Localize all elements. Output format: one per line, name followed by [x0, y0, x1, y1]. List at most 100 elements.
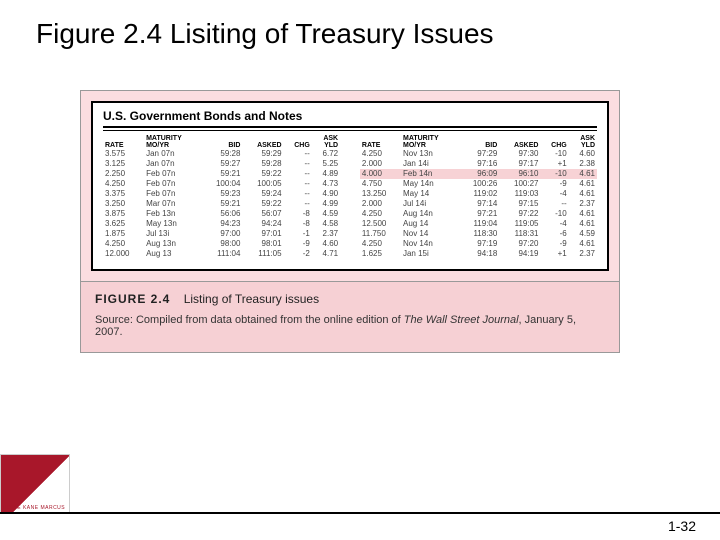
cell-bid: 94:23 [201, 219, 242, 229]
figure-block: U.S. Government Bonds and Notes RATE MAT… [80, 90, 620, 353]
cell-mo: Feb 14n [401, 169, 458, 179]
cell-mo: Aug 13 [144, 249, 201, 259]
table-row: 4.250Nov 14n97:1997:20-94.61 [360, 239, 597, 249]
cell-chg: -2 [284, 249, 312, 259]
col-maturity: MO/YR [144, 142, 201, 149]
cell-yld: 4.90 [312, 189, 340, 199]
cell-bid: 119:02 [458, 189, 499, 199]
cell-chg: -- [284, 199, 312, 209]
col-maturity-top: MATURITY [144, 135, 201, 142]
table-row: 2.000Jan 14i97:1697:17+12.38 [360, 159, 597, 169]
col-chg: CHG [540, 135, 568, 149]
cell-chg: -- [284, 149, 312, 159]
cell-bid: 59:28 [201, 149, 242, 159]
cell-bid: 59:27 [201, 159, 242, 169]
cell-rate: 2.250 [103, 169, 144, 179]
cell-mo: May 14n [401, 179, 458, 189]
publisher-logo-text: BODIE KANE MARCUS [3, 505, 65, 511]
caption-fig-title: Listing of Treasury issues [184, 292, 319, 306]
table-row: 3.125Jan 07n59:2759:28--5.25 [103, 159, 340, 169]
cell-yld: 4.61 [569, 169, 597, 179]
cell-asked: 97:20 [499, 239, 540, 249]
table-right-column: RATE MATURITY BID ASKED CHG ASK MO/YR YL… [360, 135, 597, 259]
cell-rate: 4.250 [103, 239, 144, 249]
cell-rate: 12.500 [360, 219, 401, 229]
cell-asked: 119:05 [499, 219, 540, 229]
cell-chg: -- [284, 179, 312, 189]
cell-asked: 96:10 [499, 169, 540, 179]
cell-asked: 97:17 [499, 159, 540, 169]
cell-bid: 97:29 [458, 149, 499, 159]
table-pink-frame: U.S. Government Bonds and Notes RATE MAT… [80, 90, 620, 282]
cell-rate: 4.250 [360, 239, 401, 249]
cell-rate: 4.250 [360, 209, 401, 219]
col-bid: BID [458, 135, 499, 149]
table-row: 12.000Aug 13111:04111:05-24.71 [103, 249, 340, 259]
cell-rate: 3.250 [103, 199, 144, 209]
cell-chg: +1 [540, 159, 568, 169]
data-table-right: RATE MATURITY BID ASKED CHG ASK MO/YR YL… [360, 135, 597, 259]
cell-mo: Jul 13i [144, 229, 201, 239]
caption-source-italic: The Wall Street Journal [404, 314, 519, 326]
cell-rate: 3.575 [103, 149, 144, 159]
cell-rate: 2.000 [360, 199, 401, 209]
cell-asked: 56:07 [242, 209, 283, 219]
table-row: 3.575Jan 07n59:2859:29--6.72 [103, 149, 340, 159]
table-row: 4.250Aug 14n97:2197:22-104.61 [360, 209, 597, 219]
cell-chg: -8 [284, 209, 312, 219]
cell-rate: 4.000 [360, 169, 401, 179]
cell-mo: Mar 07n [144, 199, 201, 209]
cell-yld: 4.73 [312, 179, 340, 189]
col-ask-top: ASK [569, 135, 597, 142]
cell-mo: Jan 07n [144, 149, 201, 159]
table-row: 2.250Feb 07n59:2159:22--4.89 [103, 169, 340, 179]
cell-mo: Nov 13n [401, 149, 458, 159]
caption-source: Source: Compiled from data obtained from… [95, 314, 605, 338]
caption-fig-label: FIGURE 2.4 [95, 292, 170, 306]
cell-asked: 59:22 [242, 199, 283, 209]
table-row: 4.250Aug 13n98:0098:01-94.60 [103, 239, 340, 249]
cell-asked: 97:30 [499, 149, 540, 159]
col-yld: YLD [569, 142, 597, 149]
cell-mo: Feb 07n [144, 169, 201, 179]
cell-yld: 2.37 [312, 229, 340, 239]
cell-chg: -10 [540, 149, 568, 159]
cell-asked: 94:24 [242, 219, 283, 229]
data-table-left: RATE MATURITY BID ASKED CHG ASK MO/YR YL… [103, 135, 340, 259]
cell-mo: Jan 07n [144, 159, 201, 169]
col-asked: ASKED [499, 135, 540, 149]
cell-asked: 119:03 [499, 189, 540, 199]
cell-chg: -10 [540, 169, 568, 179]
table-heading: U.S. Government Bonds and Notes [103, 109, 597, 126]
cell-chg: -- [284, 159, 312, 169]
cell-mo: Aug 13n [144, 239, 201, 249]
cell-rate: 3.375 [103, 189, 144, 199]
table-row: 3.375Feb 07n59:2359:24--4.90 [103, 189, 340, 199]
cell-mo: Jan 15i [401, 249, 458, 259]
cell-rate: 2.000 [360, 159, 401, 169]
table-row: 3.250Mar 07n59:2159:22--4.99 [103, 199, 340, 209]
cell-yld: 5.25 [312, 159, 340, 169]
table-row: 3.625May 13n94:2394:24-84.58 [103, 219, 340, 229]
cell-mo: Feb 07n [144, 189, 201, 199]
cell-bid: 97:16 [458, 159, 499, 169]
cell-mo: May 14 [401, 189, 458, 199]
cell-chg: -- [540, 199, 568, 209]
col-rate: RATE [360, 135, 401, 149]
table-left-column: RATE MATURITY BID ASKED CHG ASK MO/YR YL… [103, 135, 340, 259]
cell-chg: -4 [540, 219, 568, 229]
table-row: 13.250May 14119:02119:03-44.61 [360, 189, 597, 199]
cell-yld: 2.37 [569, 249, 597, 259]
cell-asked: 97:22 [499, 209, 540, 219]
table-row: 4.750May 14n100:26100:27-94.61 [360, 179, 597, 189]
cell-asked: 59:22 [242, 169, 283, 179]
col-yld: YLD [312, 142, 340, 149]
cell-bid: 94:18 [458, 249, 499, 259]
cell-bid: 59:23 [201, 189, 242, 199]
cell-bid: 97:19 [458, 239, 499, 249]
cell-yld: 4.58 [312, 219, 340, 229]
cell-asked: 97:15 [499, 199, 540, 209]
cell-bid: 59:21 [201, 199, 242, 209]
cell-rate: 3.125 [103, 159, 144, 169]
cell-yld: 4.61 [569, 179, 597, 189]
